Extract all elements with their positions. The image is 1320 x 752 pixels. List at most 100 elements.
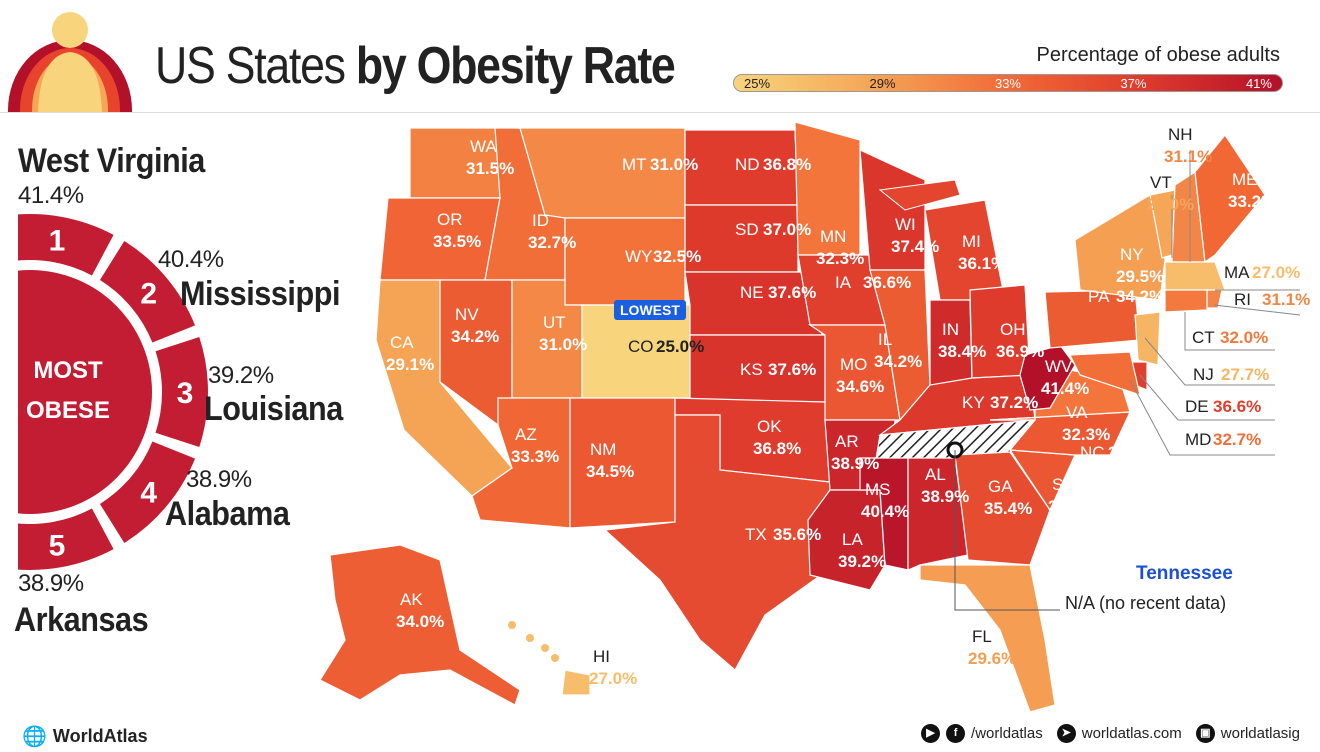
state-value: 38.9% [831, 454, 879, 473]
state-md [1069, 351, 1141, 396]
state-abbr: AL [925, 465, 946, 484]
state-ct [1164, 289, 1208, 313]
state-hi-island [541, 644, 549, 652]
state-nj [1134, 311, 1161, 366]
most-obese-label: OBESE [26, 397, 110, 424]
state-abbr: HI [593, 647, 610, 666]
state-abbr: NJ [1193, 365, 1214, 384]
state-abbr: MO [840, 355, 867, 374]
state-value: 34.6% [836, 377, 884, 396]
state-abbr: NE [740, 283, 764, 302]
state-value: 31.1% [1262, 290, 1310, 309]
leader-line [1184, 312, 1275, 351]
rank-segment [18, 508, 114, 570]
state-abbr: VT [1150, 173, 1172, 192]
globe-icon: 🌐 [22, 726, 47, 748]
youtube-icon[interactable]: ▶ [921, 724, 941, 743]
state-value: 36.8% [753, 439, 801, 458]
state-abbr: VA [1066, 403, 1088, 422]
state-value: 37.0% [763, 220, 811, 239]
rank-segment [99, 241, 196, 343]
title-light: US States [155, 37, 356, 95]
state-abbr: OK [757, 417, 782, 436]
brand-name: WorldAtlas [52, 726, 148, 746]
header: US States by Obesity Rate Percentage of … [0, 0, 1320, 113]
rank-5-value: 38.9% [18, 570, 84, 597]
state-ak [319, 544, 521, 706]
facebook-icon[interactable]: f [946, 724, 966, 743]
state-value: 34.6% [1048, 497, 1096, 516]
state-tx [603, 414, 836, 671]
tennessee-note: N/A (no recent data) [1065, 593, 1227, 613]
social-handle[interactable]: /worldatlas [971, 725, 1043, 742]
state-abbr: ND [735, 155, 760, 174]
legend-tick: 41% [1245, 76, 1272, 91]
state-abbr: NC [1080, 443, 1105, 462]
website-link[interactable]: worldatlas.com [1081, 725, 1182, 742]
state-abbr: KS [740, 360, 763, 379]
instagram-handle[interactable]: worldatlasig [1220, 725, 1300, 742]
state-abbr: IN [942, 320, 959, 339]
state-abbr: NY [1120, 245, 1144, 264]
state-abbr: ME [1232, 170, 1258, 189]
instagram-icon[interactable]: ▣ [1195, 724, 1215, 743]
state-hi [561, 669, 591, 696]
rank-1-value: 41.4% [18, 182, 84, 209]
state-value: 38.4% [938, 342, 986, 361]
state-value: 34.5% [1108, 443, 1156, 462]
state-abbr: MI [962, 232, 981, 251]
state-abbr: AZ [515, 425, 537, 444]
legend-title: Percentage of obese adults [1036, 44, 1280, 66]
tennessee-leader [954, 450, 1060, 611]
cursor-icon: ➤ [1056, 724, 1076, 743]
state-value: 36.9% [996, 342, 1044, 361]
state-hi-island [526, 634, 534, 642]
rank-4-state: Alabama [165, 495, 290, 533]
state-value: 36.8% [763, 155, 811, 174]
state-abbr: FL [972, 627, 992, 646]
lowest-badge: LOWEST [614, 300, 686, 320]
legend-color-scale: 25% 29% 33% 37% 41% [733, 74, 1283, 92]
state-abbr: MD [1185, 430, 1211, 449]
state-abbr: NH [1168, 125, 1193, 144]
state-ma [1164, 261, 1226, 291]
state-value: 35.4% [984, 499, 1032, 518]
state-value: 34.0% [396, 612, 444, 631]
state-value: 32.7% [1213, 430, 1261, 449]
legend-tick: 29% [869, 76, 896, 91]
state-value: 33.3% [511, 447, 559, 466]
state-al [907, 457, 969, 571]
ranking-wheel: 1 2 3 4 5 MOST OBESE [18, 214, 209, 570]
state-value: 41.4% [1041, 379, 1089, 398]
rank-segment [99, 441, 196, 543]
state-value: 32.3% [1062, 425, 1110, 444]
rank-number: 3 [177, 377, 194, 410]
state-value: 27.7% [1221, 365, 1269, 384]
state-abbr: LA [842, 530, 863, 549]
state-value: 34.2% [1116, 287, 1164, 306]
state-mi-upper [878, 179, 961, 211]
state-abbr: IA [835, 273, 852, 292]
state-abbr: ID [532, 211, 549, 230]
state-value: 32.3% [816, 249, 864, 268]
state-value: 36.6% [863, 273, 911, 292]
obese-person-logo [8, 12, 132, 112]
state-me [1194, 133, 1266, 264]
rank-3-state: Louisiana [204, 390, 343, 428]
state-abbr: MS [865, 480, 891, 499]
state-abbr: TX [745, 525, 767, 544]
state-value: 31.1% [1164, 147, 1212, 166]
leader-line [1129, 379, 1275, 456]
state-abbr: GA [988, 477, 1013, 496]
state-value: 32.0% [1220, 328, 1268, 347]
footer-links: ▶ f /worldatlas ➤ worldatlas.com ▣ world… [921, 724, 1300, 743]
rank-number: 2 [140, 277, 157, 310]
state-value: 38.9% [921, 487, 969, 506]
most-obese-label: MOST [33, 357, 103, 384]
state-value: 36.1% [958, 254, 1006, 273]
title-bold: by Obesity Rate [355, 37, 676, 95]
state-abbr: IL [878, 330, 892, 349]
legend-tick: 37% [1120, 76, 1147, 91]
rank-1-state: West Virginia [18, 142, 205, 180]
rank-2-state: Mississippi [180, 275, 341, 313]
